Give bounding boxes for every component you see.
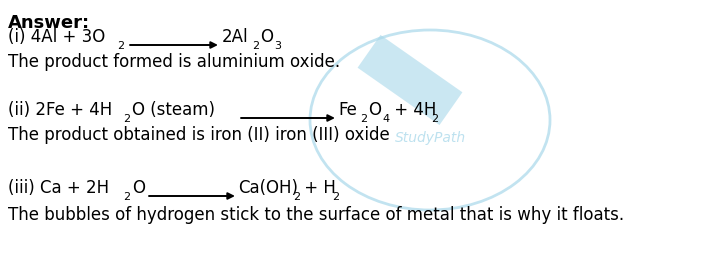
Text: 2: 2 (123, 192, 130, 202)
Text: (iii) Ca + 2H: (iii) Ca + 2H (8, 179, 109, 197)
Text: The product formed is aluminium oxide.: The product formed is aluminium oxide. (8, 53, 340, 71)
Text: 4: 4 (382, 114, 389, 124)
Text: Ca(OH): Ca(OH) (238, 179, 298, 197)
Text: The bubbles of hydrogen stick to the surface of metal that is why it floats.: The bubbles of hydrogen stick to the sur… (8, 206, 624, 224)
Text: Fe: Fe (338, 101, 357, 119)
Text: + H: + H (299, 179, 336, 197)
Text: O: O (260, 28, 273, 46)
Text: O: O (368, 101, 381, 119)
Text: 2: 2 (431, 114, 438, 124)
Text: 2: 2 (117, 41, 124, 51)
Text: 2: 2 (123, 114, 130, 124)
Text: 2: 2 (252, 41, 259, 51)
Bar (358, 35, 462, 125)
Text: The product obtained is iron (II) iron (III) oxide: The product obtained is iron (II) iron (… (8, 126, 390, 144)
Text: 2: 2 (293, 192, 300, 202)
Text: (ii) 2Fe + 4H: (ii) 2Fe + 4H (8, 101, 112, 119)
Text: Answer:: Answer: (8, 14, 90, 32)
Text: StudyPath: StudyPath (395, 131, 466, 145)
Text: 2: 2 (360, 114, 367, 124)
Text: + 4H: + 4H (389, 101, 437, 119)
Text: (i) 4Al + 3O: (i) 4Al + 3O (8, 28, 105, 46)
Text: 2: 2 (332, 192, 339, 202)
Text: 2Al: 2Al (222, 28, 248, 46)
Text: O: O (132, 179, 145, 197)
Text: O (steam): O (steam) (132, 101, 215, 119)
Text: 3: 3 (274, 41, 281, 51)
